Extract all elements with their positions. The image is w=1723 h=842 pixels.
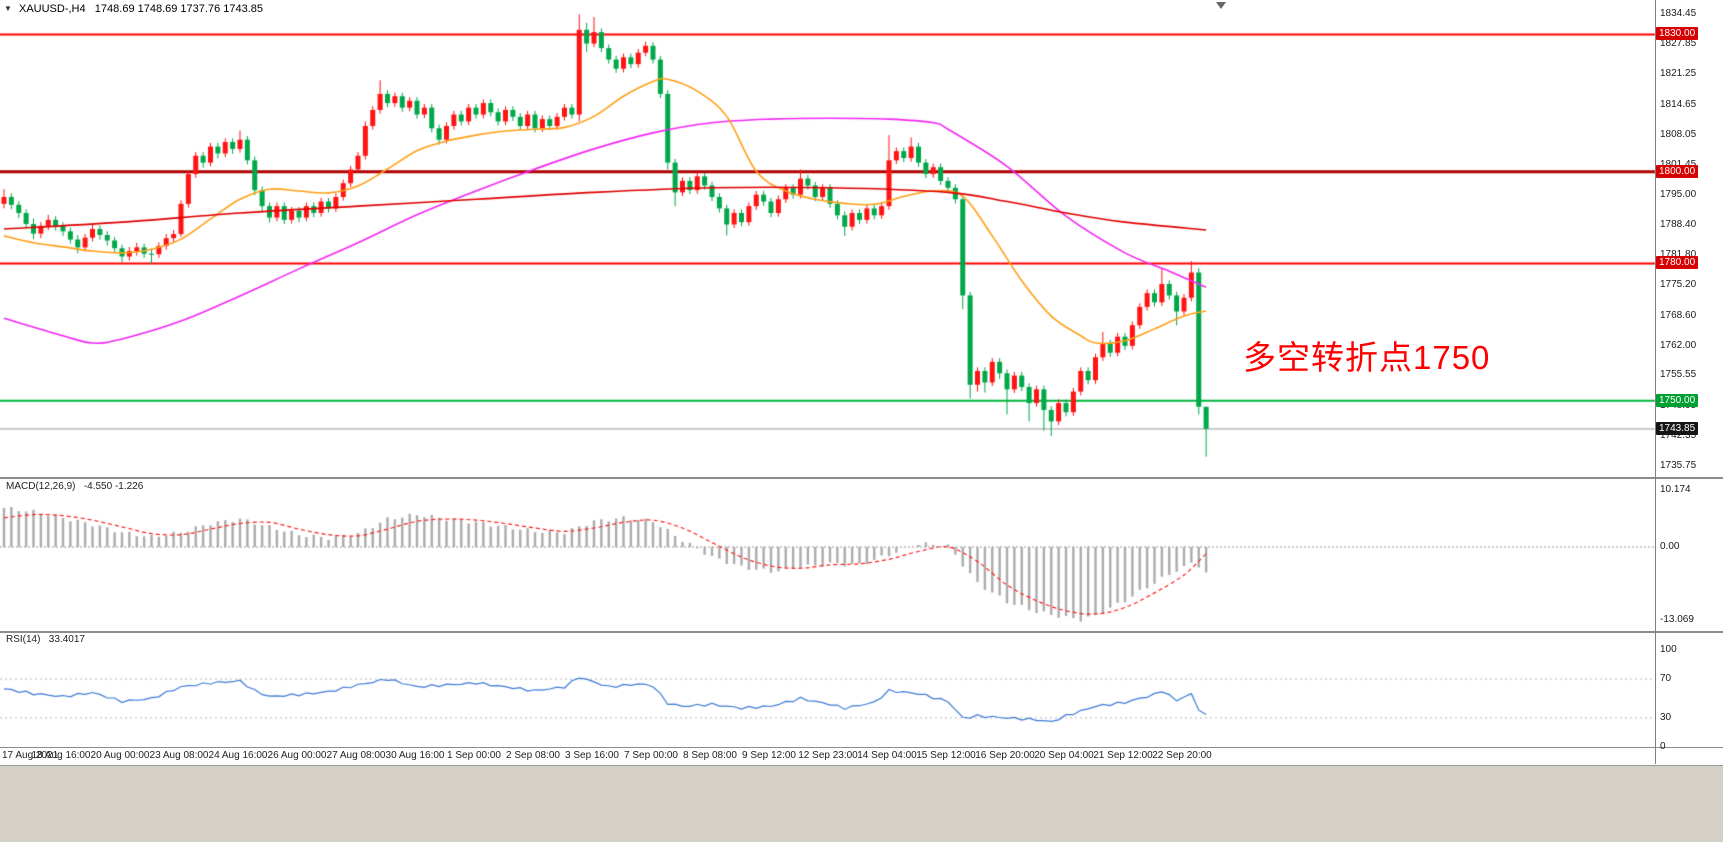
price-tick: 1834.45 — [1660, 8, 1697, 19]
time-label: 16 Sep 20:00 — [975, 750, 1035, 761]
chart-shift-marker-icon[interactable] — [1216, 2, 1226, 9]
price-tick: 1801.45 — [1660, 159, 1696, 170]
rsi-value: 33.4017 — [48, 634, 85, 645]
price-tick: 1827.85 — [1660, 38, 1697, 50]
macd-axis-label: 0.00 — [1660, 541, 1680, 552]
time-label: 2 Sep 08:00 — [506, 750, 560, 761]
macd-axis-label: -13.069 — [1660, 614, 1694, 626]
price-tick: 1821.25 — [1660, 68, 1697, 80]
time-label: 26 Aug 00:00 — [267, 750, 327, 761]
time-label: 12 Sep 23:00 — [798, 750, 858, 761]
price-tick: 1814.65 — [1660, 98, 1697, 110]
rsi-axis-label: 70 — [1660, 673, 1672, 685]
time-label: 22 Sep 20:00 — [1152, 750, 1212, 761]
rsi-axis-label: 0 — [1660, 741, 1666, 752]
chart-canvas[interactable] — [0, 0, 1723, 765]
panel-separator-rsi[interactable] — [0, 631, 1723, 633]
time-label: 17 Aug 2021 — [2, 750, 59, 761]
time-label: 7 Sep 00:00 — [624, 750, 678, 761]
time-label: 24 Aug 16:00 — [208, 750, 268, 761]
rsi-indicator-label: RSI(14) 33.4017 — [6, 634, 85, 645]
hline-price-badge[interactable]: 1780.00 — [1656, 256, 1699, 270]
panel-separator-macd[interactable] — [0, 477, 1723, 479]
price-axis-border — [1655, 0, 1656, 764]
time-label: 14 Sep 04:00 — [857, 750, 917, 761]
time-label: 23 Aug 08:00 — [149, 750, 209, 761]
time-label: 27 Aug 08:00 — [326, 750, 386, 761]
time-label: 30 Aug 16:00 — [385, 750, 445, 761]
symbol-dropdown-icon: ▼ — [4, 4, 12, 13]
time-label: 15 Sep 12:00 — [916, 750, 976, 761]
time-label: 20 Sep 04:00 — [1034, 750, 1094, 761]
price-axis[interactable]: 1834.45 1827.85 1821.25 1814.65 1808.05 1801.… — [1655, 0, 1723, 765]
time-axis[interactable]: 17 Aug 2021 18 Aug 16:00 20 Aug 00:00 23 Au… — [0, 748, 1655, 764]
time-label: 20 Aug 00:00 — [90, 750, 150, 761]
time-label: 1 Sep 00:00 — [447, 750, 501, 761]
rsi-axis-label: 100 — [1660, 644, 1677, 655]
time-label: 9 Sep 12:00 — [742, 750, 796, 761]
time-label: 21 Sep 12:00 — [1093, 750, 1153, 761]
panel-separator-timeaxis — [0, 747, 1723, 748]
price-tick: 1808.05 — [1660, 128, 1697, 140]
annotation-text[interactable]: 多空转折点1750 — [1243, 339, 1491, 376]
macd-indicator-label: MACD(12,26,9) -4.550 -1.226 — [6, 481, 144, 492]
time-label: 18 Aug 16:00 — [31, 750, 91, 761]
price-tick: 1735.75 — [1660, 460, 1697, 472]
rsi-axis-label: 30 — [1660, 711, 1672, 723]
current-price-badge: 1743.85 — [1656, 421, 1699, 435]
price-tick: 1781.80 — [1660, 249, 1697, 261]
price-tick: 1755.55 — [1660, 369, 1697, 381]
macd-axis-label: 10.174 — [1660, 484, 1691, 496]
hline-price-badge[interactable]: 1830.00 — [1656, 27, 1699, 41]
ohlc-readout: 1748.69 1748.69 1737.76 1743.85 — [94, 3, 264, 15]
price-tick: 1742.35 — [1660, 429, 1697, 441]
hline-price-badge[interactable]: 1750.00 — [1656, 393, 1699, 407]
price-tick: 1788.40 — [1660, 218, 1697, 230]
price-tick: 1795.00 — [1660, 188, 1697, 200]
time-label: 8 Sep 08:00 — [683, 750, 737, 761]
price-tick: 1768.60 — [1660, 309, 1697, 321]
window-background — [0, 765, 1723, 842]
time-label: 3 Sep 16:00 — [565, 750, 619, 761]
hline-price-badge[interactable]: 1800.00 — [1656, 164, 1699, 178]
price-tick: 1762.00 — [1660, 339, 1697, 351]
chart-title: ▼ XAUUSD-,H4 1748.69 1748.69 1737.76 174… — [4, 3, 263, 15]
price-tick: 1775.20 — [1660, 279, 1697, 291]
symbol-timeframe-label: XAUUSD-,H4 — [18, 3, 86, 15]
macd-values: -4.550 -1.226 — [83, 481, 144, 492]
